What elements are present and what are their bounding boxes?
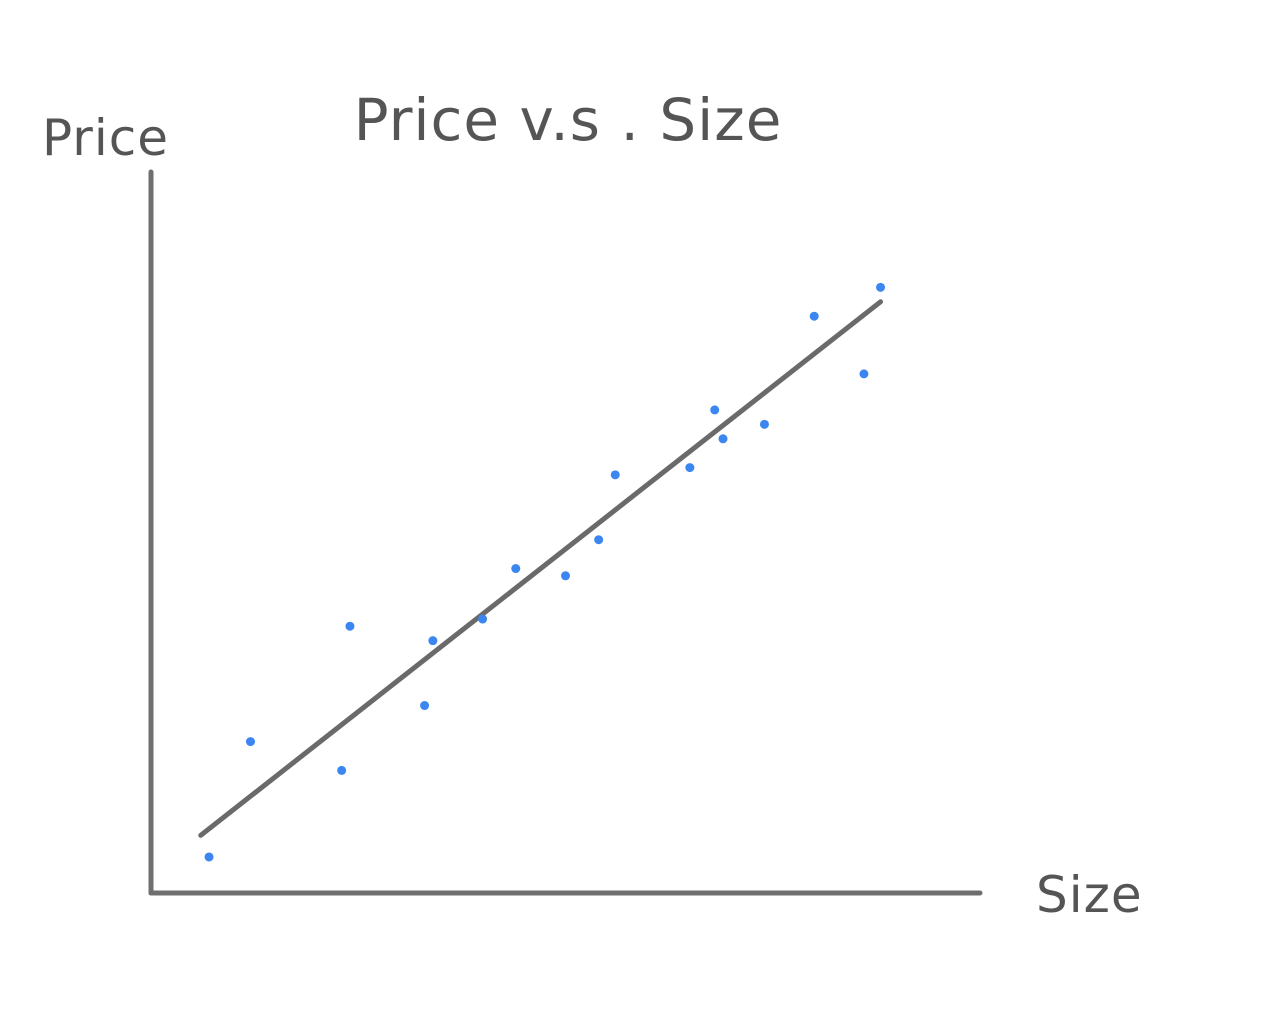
data-point <box>759 419 769 429</box>
data-point <box>859 369 869 379</box>
data-point <box>809 311 819 321</box>
data-point <box>204 852 214 862</box>
data-point <box>876 282 886 292</box>
data-point <box>511 564 521 574</box>
data-point <box>685 463 695 473</box>
data-point <box>610 470 620 480</box>
data-point <box>420 701 430 711</box>
data-point <box>594 535 604 545</box>
y-axis-label: Price <box>42 109 169 167</box>
data-point <box>345 621 355 631</box>
x-axis-label: Size <box>1036 866 1143 924</box>
data-point <box>561 571 570 581</box>
data-point <box>337 765 347 775</box>
data-point <box>710 405 720 415</box>
data-point <box>478 614 488 624</box>
data-points <box>204 282 886 862</box>
data-point <box>718 434 728 444</box>
data-point <box>245 737 255 747</box>
data-point <box>428 636 438 646</box>
trend-line <box>198 299 884 838</box>
chart-title: Price v.s . Size <box>354 86 783 154</box>
